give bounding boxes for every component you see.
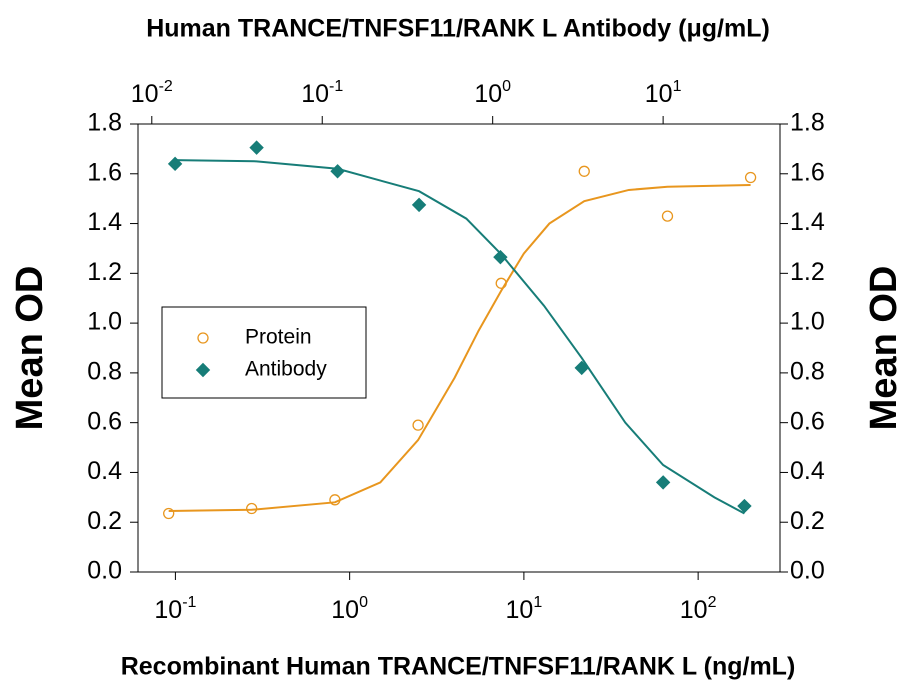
y-tick-label: 1.0 (87, 308, 122, 336)
diamond-marker (655, 475, 671, 490)
x-tick-label: 10-2 (131, 78, 173, 108)
diamond-marker (574, 360, 589, 376)
tick-exponent: -1 (182, 594, 196, 611)
circle-marker (578, 165, 590, 177)
x-tick-label: 102 (680, 594, 717, 624)
y-tick-label: 0.6 (87, 407, 122, 435)
tick-exponent: 1 (533, 594, 542, 611)
x-tick-label: 101 (645, 78, 682, 108)
tick-exponent: -1 (329, 78, 343, 95)
tick-base: 10 (131, 80, 159, 108)
tick-exponent: -2 (159, 78, 173, 95)
y-tick-label: 1.0 (790, 308, 825, 336)
x-tick-label: 10-1 (154, 594, 196, 624)
x-tick-label: 101 (506, 594, 543, 624)
circle-marker (412, 419, 424, 431)
circle-marker (197, 332, 209, 344)
y-tick-label: 1.6 (790, 158, 825, 186)
tick-base: 10 (154, 596, 182, 624)
y-tick-label: 0.8 (790, 357, 825, 385)
y-tick-label: 0.6 (790, 407, 825, 435)
y-axis-title: Mean OD (9, 266, 51, 431)
diamond-marker (195, 362, 211, 378)
tick-base: 10 (331, 596, 359, 624)
y-tick-label: 0.8 (87, 357, 122, 385)
y-tick-label: 0.4 (87, 457, 122, 485)
tick-exponent: 0 (359, 594, 368, 611)
circle-marker (246, 502, 258, 515)
y-tick-label: 0.0 (87, 557, 122, 585)
x-tick-label: 100 (331, 594, 368, 624)
tick-base: 10 (301, 80, 329, 108)
fit-curve (168, 183, 751, 513)
y-tick-label: 0.0 (790, 557, 825, 585)
y-tick-label: 0.4 (790, 457, 825, 485)
plot-frame (137, 123, 781, 573)
legend-box (161, 306, 367, 399)
diamond-marker (330, 164, 345, 179)
y-tick-label: 1.6 (87, 158, 122, 186)
x2-axis-title: Human TRANCE/TNFSF11/RANK L Antibody (μg… (146, 15, 770, 43)
y-tick-label: 0.2 (87, 507, 122, 535)
legend-label: Protein (245, 326, 312, 349)
diamond-marker (493, 249, 508, 265)
circle-marker (163, 507, 175, 520)
circle-marker (495, 277, 507, 289)
y2-axis-title: Mean OD (863, 266, 905, 431)
tick-base: 10 (474, 80, 502, 108)
circle-marker (329, 494, 341, 506)
fit-curve (175, 159, 745, 515)
y-tick-label: 0.2 (790, 507, 825, 535)
tick-exponent: 0 (502, 78, 511, 95)
diamond-marker (167, 156, 183, 172)
tick-base: 10 (645, 80, 673, 108)
y-tick-label: 1.8 (790, 109, 825, 137)
diamond-marker (737, 498, 752, 514)
y-tick-label: 1.4 (87, 208, 122, 236)
legend-label: Antibody (245, 358, 327, 381)
tick-base: 10 (680, 596, 708, 624)
tick-base: 10 (506, 596, 534, 624)
x-tick-label: 100 (474, 78, 511, 108)
tick-exponent: 2 (708, 594, 717, 611)
diamond-marker (411, 197, 427, 213)
x-tick-label: 10-1 (301, 78, 343, 108)
y-tick-label: 1.8 (87, 109, 122, 137)
tick-exponent: 1 (673, 78, 682, 95)
circle-marker (744, 171, 757, 184)
x-axis-title: Recombinant Human TRANCE/TNFSF11/RANK L … (121, 653, 796, 681)
circle-marker (661, 210, 674, 222)
y-tick-label: 1.2 (87, 258, 122, 286)
y-tick-label: 1.2 (790, 258, 825, 286)
diamond-marker (249, 140, 264, 155)
y-tick-label: 1.4 (790, 208, 825, 236)
